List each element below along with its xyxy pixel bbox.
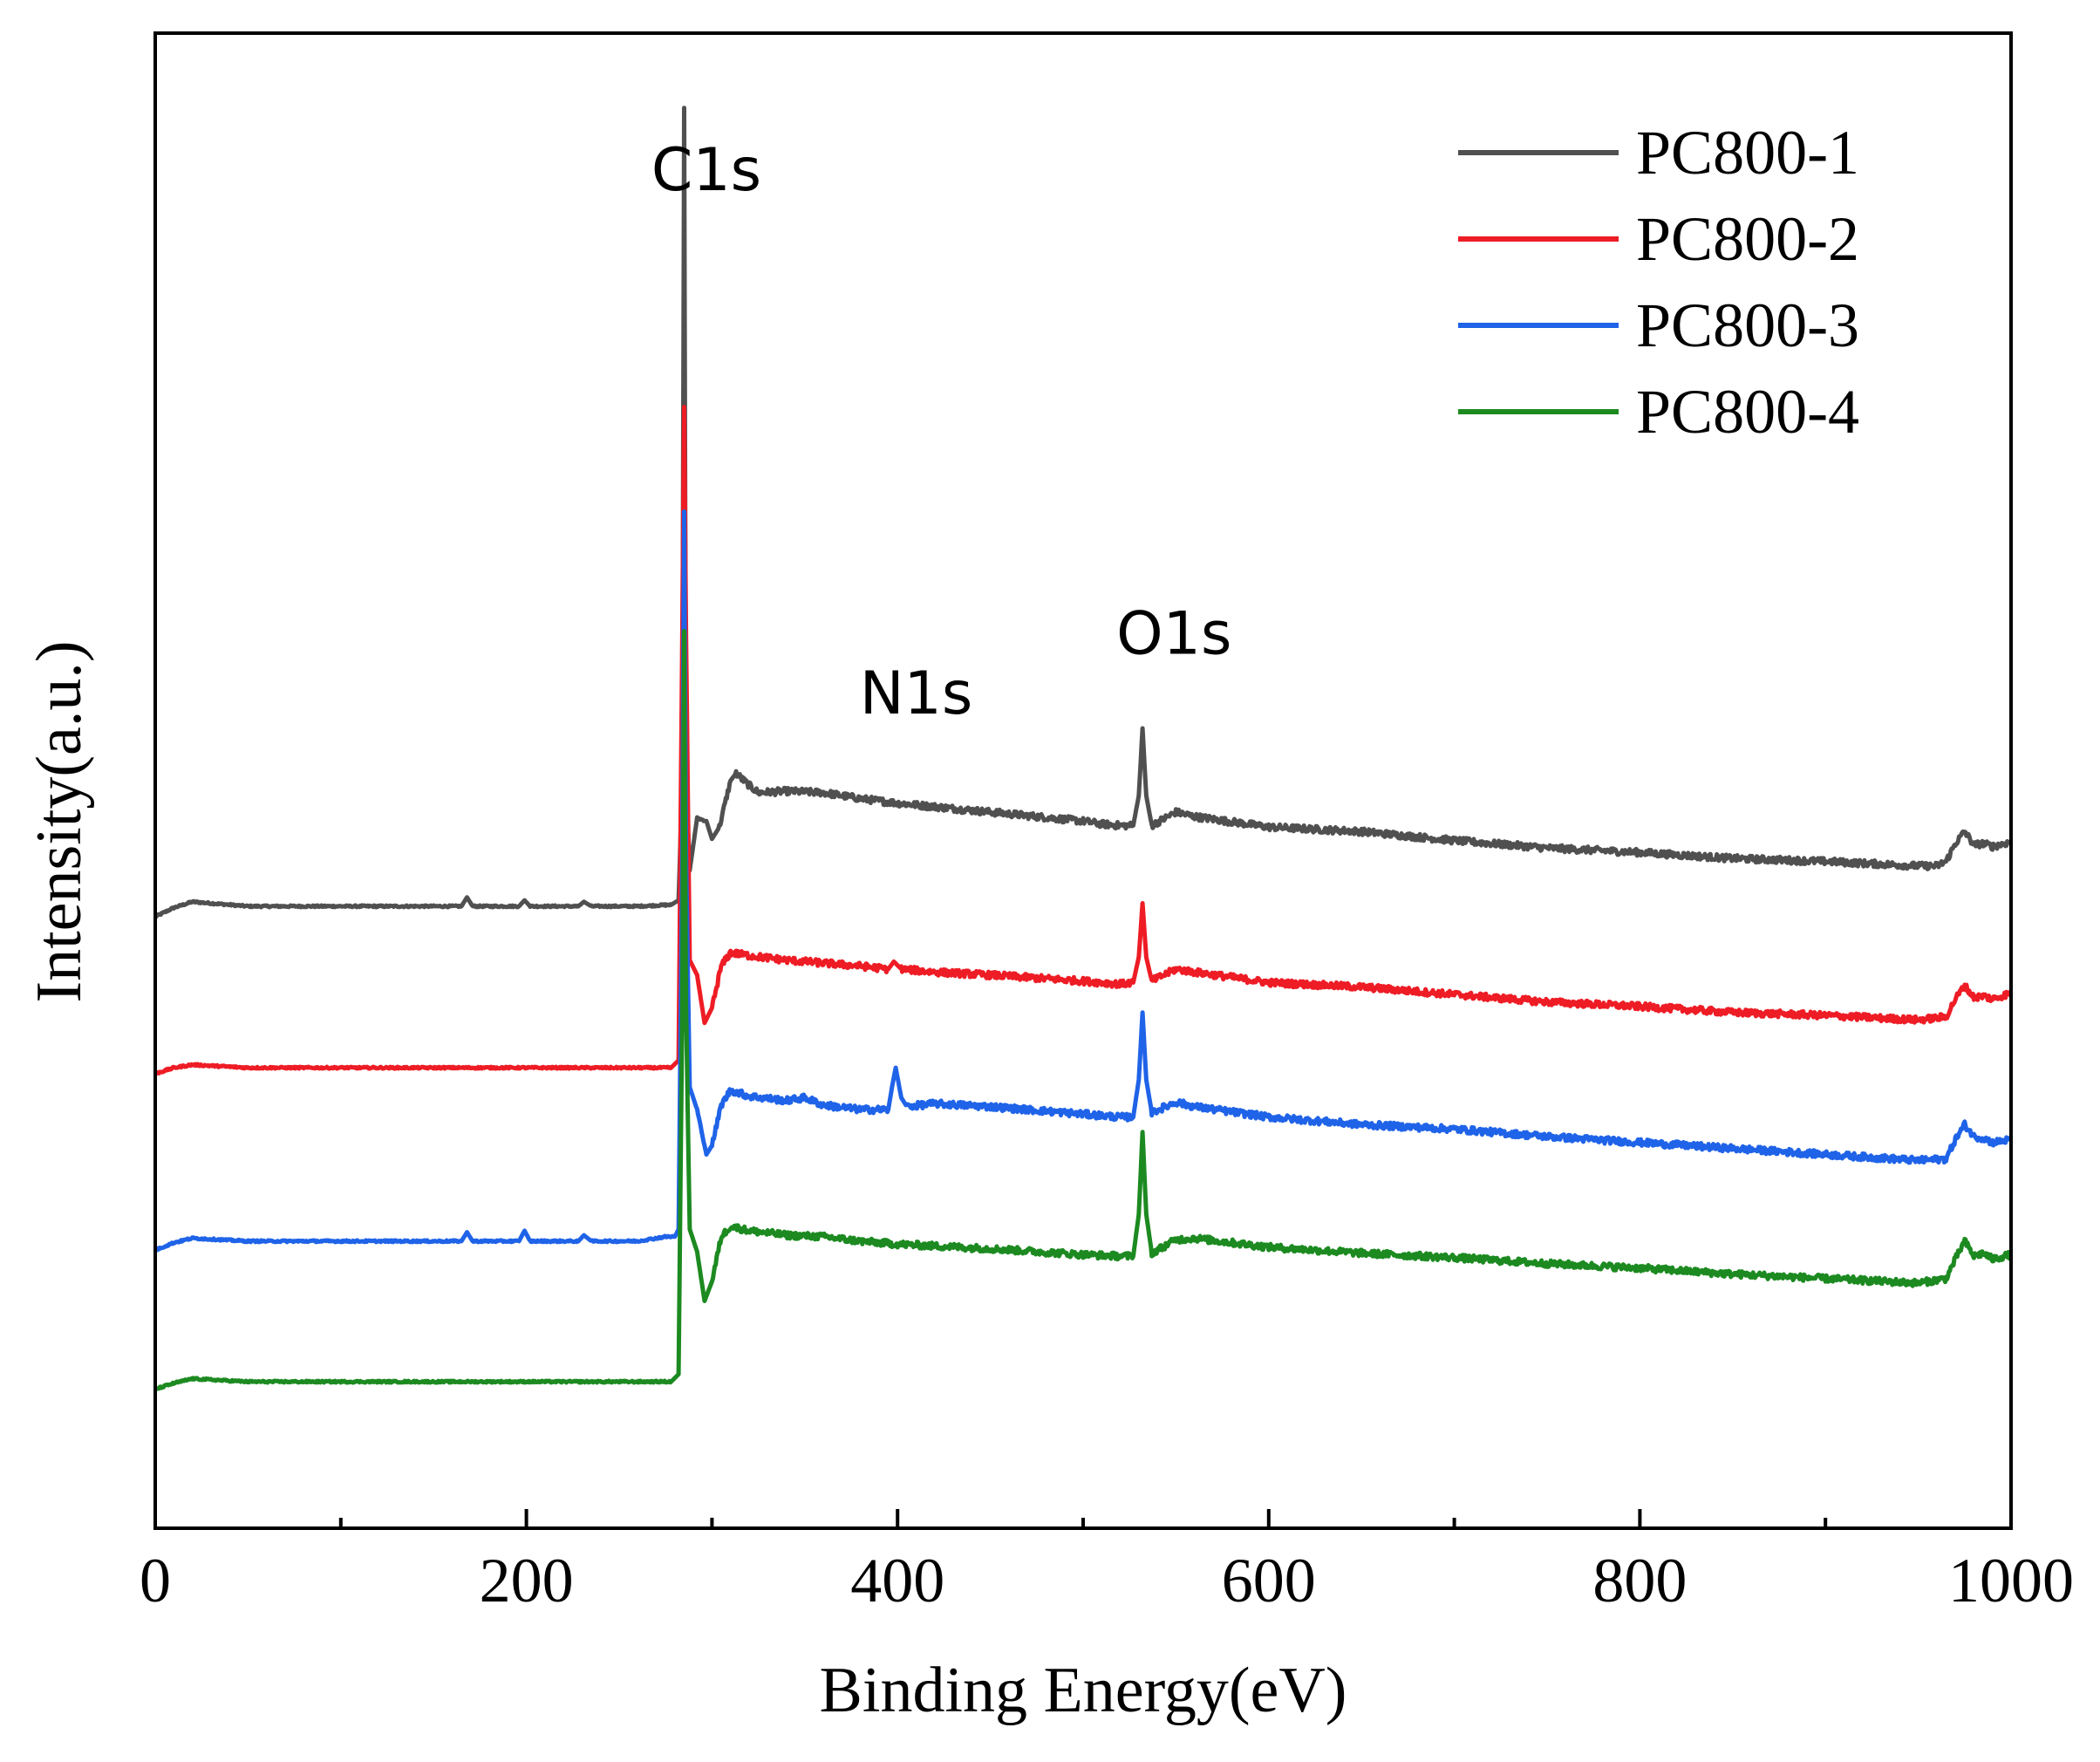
x-tick-label: 0 bbox=[140, 1546, 171, 1615]
peak-annotations: C1s N1s O1s bbox=[651, 136, 1231, 728]
x-axis-label: Binding Energy(eV) bbox=[820, 1655, 1347, 1726]
x-tick-label: 600 bbox=[1222, 1546, 1316, 1615]
legend-label-pc800-4: PC800-4 bbox=[1636, 377, 1859, 447]
annotation-c1s: C1s bbox=[651, 136, 761, 205]
x-tick-label: 200 bbox=[480, 1546, 574, 1615]
x-tick-label: 400 bbox=[850, 1546, 944, 1615]
legend-label-pc800-2: PC800-2 bbox=[1636, 204, 1859, 274]
annotation-n1s: N1s bbox=[860, 659, 973, 728]
legend-label-pc800-3: PC800-3 bbox=[1636, 290, 1859, 360]
annotation-o1s: O1s bbox=[1116, 599, 1231, 668]
legend: PC800-1 PC800-2 PC800-3 PC800-4 bbox=[1458, 118, 1859, 447]
x-axis-ticks: 0 200 400 600 800 1000 bbox=[140, 1509, 2074, 1615]
series-line-pc800-2 bbox=[155, 405, 2011, 1076]
legend-label-pc800-1: PC800-1 bbox=[1636, 118, 1859, 188]
y-axis-label: Intensity(a.u.) bbox=[24, 640, 95, 1002]
x-tick-label: 800 bbox=[1592, 1546, 1687, 1615]
series-line-pc800-1 bbox=[155, 106, 2011, 919]
series-layer bbox=[155, 106, 2011, 1391]
series-line-pc800-4 bbox=[155, 629, 2011, 1391]
x-tick-label: 1000 bbox=[1948, 1546, 2074, 1615]
series-line-pc800-3 bbox=[155, 509, 2011, 1253]
